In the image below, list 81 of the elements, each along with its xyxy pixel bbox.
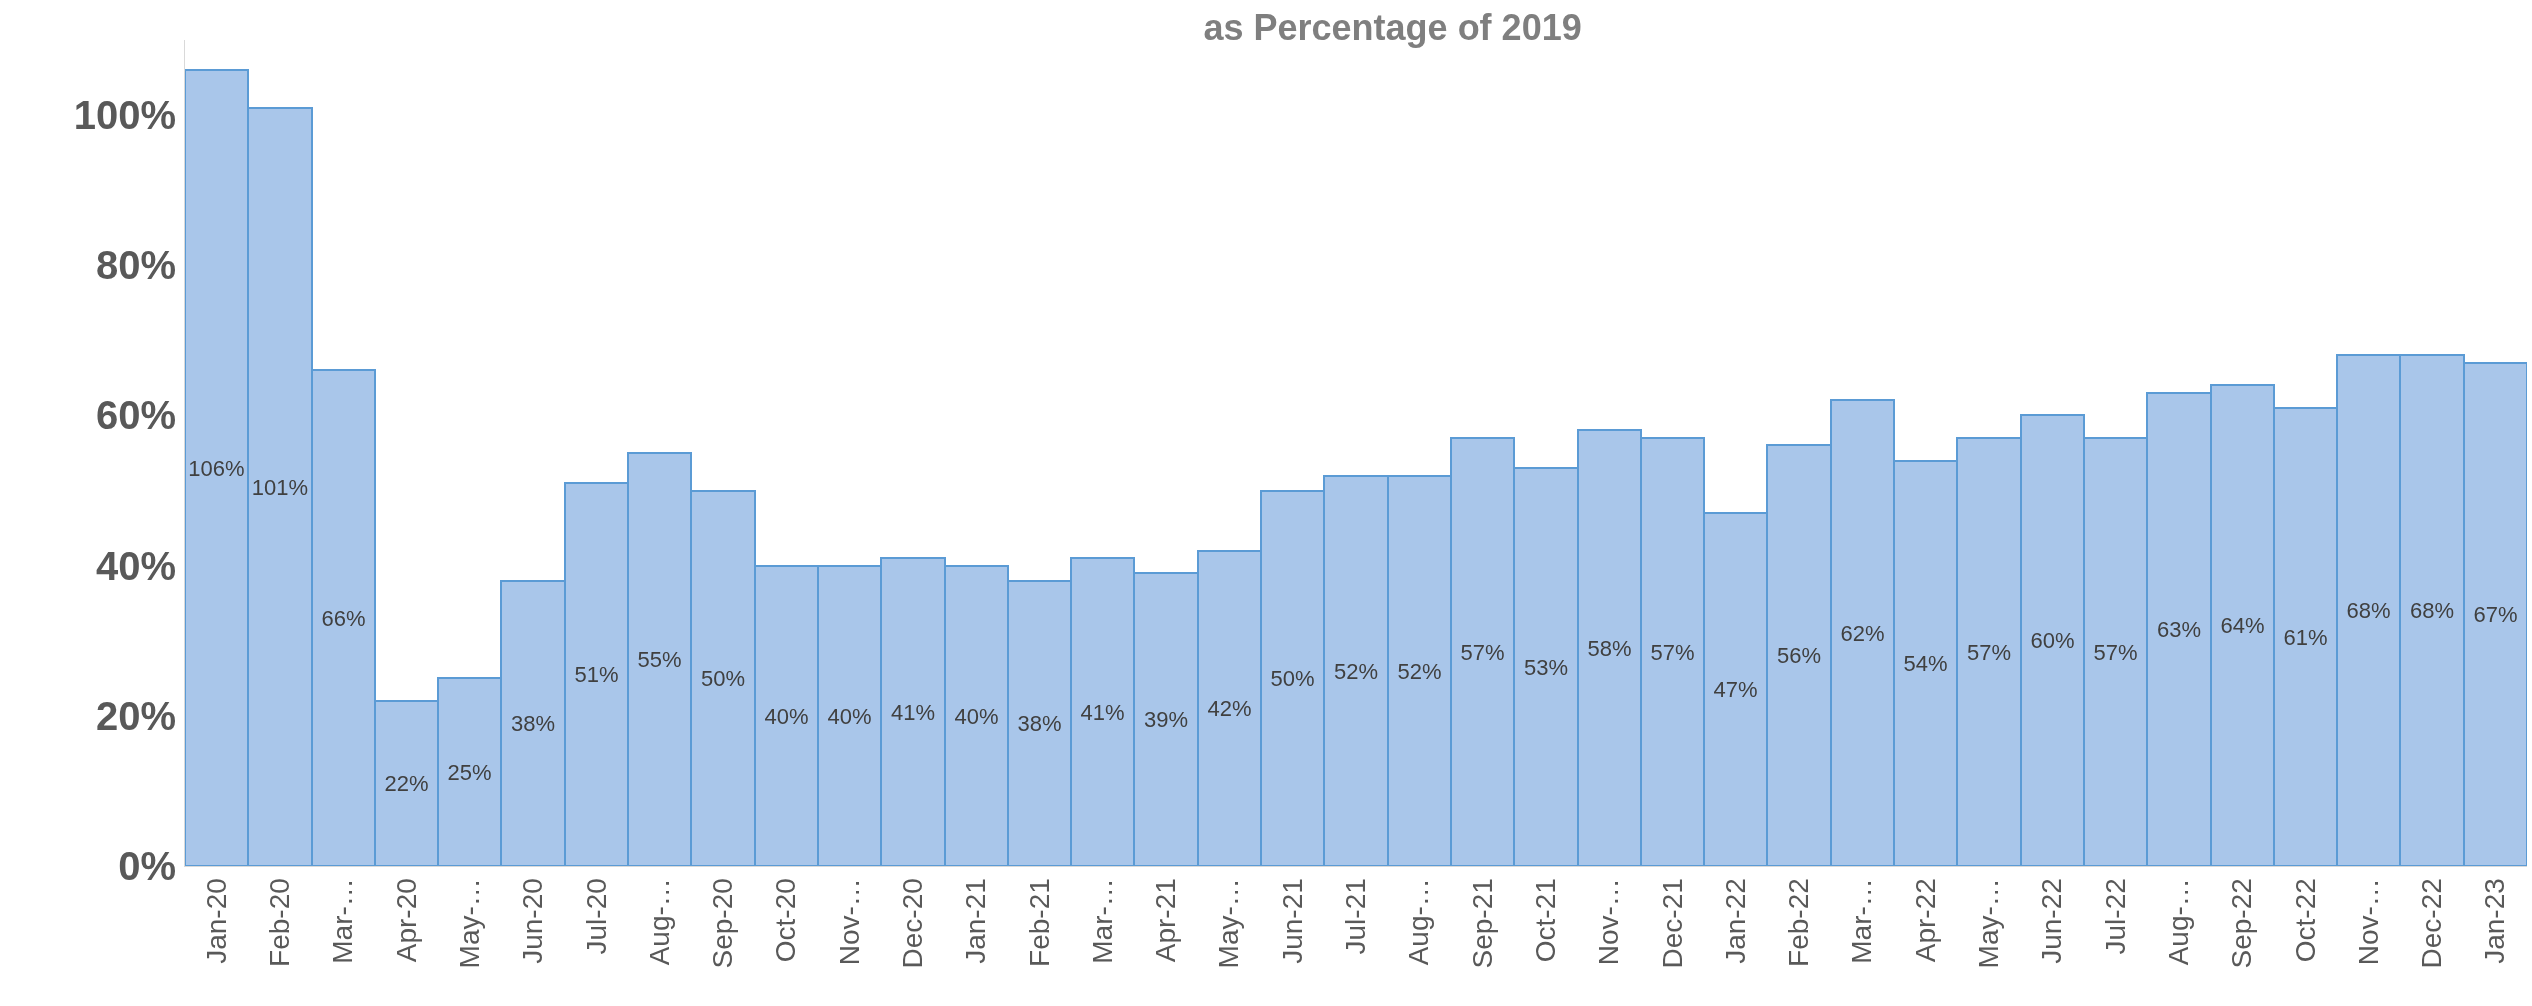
data-label: 57% — [1966, 639, 2012, 665]
data-label: 40% — [954, 703, 999, 729]
x-tick-label: Nov-… — [833, 878, 865, 966]
x-tick-label: May-… — [453, 878, 485, 969]
data-label: 55% — [637, 647, 682, 672]
x-tick-label: Apr-21 — [1150, 878, 1182, 963]
x-tick-label: Sep-22 — [2226, 878, 2258, 969]
data-label: 101% — [251, 474, 309, 500]
data-label: 62% — [1840, 620, 1885, 646]
data-label: 54% — [1903, 651, 1948, 676]
x-tick-label: Apr-22 — [1909, 878, 1941, 963]
y-tick-label: 80% — [95, 243, 176, 288]
data-label: 38% — [1017, 711, 1062, 736]
x-tick-label: Feb-22 — [1783, 878, 1815, 967]
data-label: 64% — [2220, 613, 2265, 638]
data-label: 57% — [2093, 639, 2138, 665]
data-label: 68% — [2346, 598, 2391, 623]
data-label: 41% — [1080, 699, 1125, 725]
data-label: 47% — [1713, 677, 1758, 702]
x-tick-label: Jun-21 — [1276, 878, 1308, 964]
x-tick-label: Feb-20 — [264, 878, 296, 967]
data-label: 63% — [2156, 617, 2202, 642]
x-tick-label: Aug-… — [643, 878, 675, 966]
x-tick-label: Apr-20 — [390, 878, 422, 963]
x-tick-label: Oct-22 — [2289, 878, 2321, 963]
data-label: 68% — [2409, 598, 2455, 623]
x-tick-label: Mar-… — [327, 878, 359, 964]
x-tick-label: Dec-20 — [897, 878, 929, 969]
data-label: 60% — [2030, 628, 2075, 653]
y-tick-label: 40% — [95, 543, 176, 588]
x-tick-label: Aug-… — [2162, 878, 2194, 966]
data-label: 40% — [827, 703, 872, 729]
chart-title: as Percentage of 2019 — [1203, 7, 1582, 49]
data-label: 50% — [700, 666, 746, 691]
y-tick-label: 20% — [95, 693, 176, 738]
data-label: 67% — [2473, 602, 2518, 627]
data-label: 22% — [384, 771, 429, 796]
data-label: 39% — [1143, 707, 1189, 732]
y-tick-label: 60% — [95, 393, 176, 438]
data-label: 42% — [1207, 696, 1252, 721]
x-tick-label: Mar-… — [1846, 878, 1878, 964]
data-label: 41% — [890, 699, 936, 725]
data-label: 40% — [764, 703, 809, 729]
data-label: 61% — [2283, 624, 2328, 650]
x-tick-label: Aug-… — [1403, 878, 1435, 966]
x-tick-label: Feb-21 — [1023, 878, 1055, 967]
data-label: 57% — [1460, 639, 1505, 665]
x-tick-label: Dec-21 — [1656, 878, 1688, 969]
x-tick-label: Jan-20 — [200, 878, 232, 964]
data-label: 56% — [1776, 643, 1822, 668]
x-tick-label: Jul-20 — [580, 878, 612, 955]
y-tick-label: 0% — [118, 844, 176, 888]
data-label: 52% — [1397, 658, 1442, 684]
x-tick-label: May-… — [1973, 878, 2005, 969]
x-tick-label: Jan-22 — [1719, 878, 1751, 964]
x-tick-label: Jan-23 — [2479, 878, 2511, 964]
data-label: 106% — [188, 455, 245, 481]
x-tick-label: Jul-22 — [2099, 878, 2131, 955]
x-tick-label: Jun-22 — [2036, 878, 2068, 964]
x-tick-label: Sep-20 — [707, 878, 739, 969]
x-tick-label: Nov-… — [1593, 878, 1625, 966]
x-tick-label: Jan-21 — [960, 878, 992, 964]
data-label: 38% — [510, 711, 556, 736]
data-label: 51% — [574, 662, 619, 687]
x-tick-label: Jul-21 — [1340, 878, 1372, 955]
x-tick-label: Nov-… — [2352, 878, 2384, 966]
data-label: 53% — [1523, 654, 1569, 680]
x-tick-label: Oct-21 — [1529, 878, 1561, 963]
data-label: 66% — [321, 605, 366, 631]
x-tick-label: Dec-22 — [2416, 878, 2448, 969]
x-tick-label: Oct-20 — [770, 878, 802, 963]
data-label: 57% — [1650, 639, 1695, 665]
x-tick-label: May-… — [1213, 878, 1245, 969]
data-label: 25% — [447, 759, 492, 785]
data-label: 52% — [1333, 658, 1379, 684]
x-tick-label: Mar-… — [1086, 878, 1118, 964]
data-label: 50% — [1270, 666, 1315, 691]
x-tick-label: Jun-20 — [517, 878, 549, 964]
y-tick-label: 100% — [73, 93, 176, 138]
x-tick-label: Sep-21 — [1466, 878, 1498, 969]
data-label: 58% — [1587, 635, 1632, 661]
